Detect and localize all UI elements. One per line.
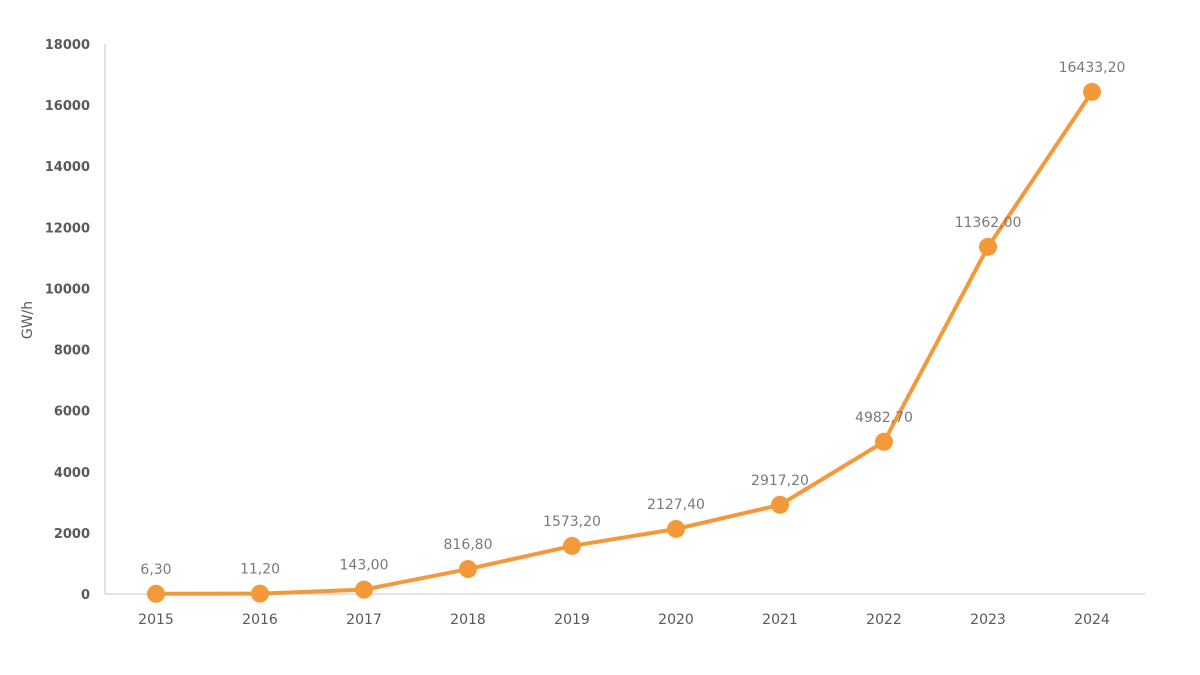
- y-tick-label: 18000: [45, 38, 90, 53]
- y-tick-label: 16000: [45, 99, 90, 114]
- data-label: 6,30: [140, 562, 171, 578]
- x-tick-label: 2023: [970, 612, 1006, 628]
- x-tick-label: 2020: [658, 612, 694, 628]
- x-tick-label: 2022: [866, 612, 902, 628]
- data-label: 2127,40: [647, 497, 705, 513]
- y-axis-title: GW/h: [20, 301, 36, 339]
- y-tick-label: 6000: [54, 405, 90, 420]
- y-tick-label: 0: [81, 588, 90, 603]
- y-tick-label: 10000: [45, 282, 90, 297]
- y-tick-label: 8000: [54, 344, 90, 359]
- data-point-marker: [355, 580, 373, 599]
- x-tick-label: 2019: [554, 612, 590, 628]
- data-point-marker: [563, 536, 581, 555]
- data-point-marker: [1083, 82, 1101, 101]
- x-tick-label: 2021: [762, 612, 798, 628]
- y-axis: 0 2000 4000 6000 8000 10000 12000 14000 16000 180…: [45, 38, 106, 603]
- data-label: 2917,20: [751, 473, 809, 489]
- data-point-marker: [251, 584, 269, 603]
- data-labels: 6,30 11,20 143,00 816,80 1573,20 2127,40 2917,…: [140, 60, 1125, 578]
- data-label: 816,80: [444, 537, 493, 553]
- data-point-marker: [875, 432, 893, 451]
- x-tick-label: 2024: [1074, 612, 1110, 628]
- y-tick-label: 4000: [54, 466, 90, 481]
- data-point-marker: [771, 495, 789, 514]
- data-label: 11362,00: [955, 215, 1022, 231]
- data-label: 11,20: [240, 562, 280, 578]
- data-label: 1573,20: [543, 514, 601, 530]
- y-tick-label: 2000: [54, 527, 90, 542]
- data-label: 16433,20: [1059, 60, 1126, 76]
- data-label: 4982,70: [855, 410, 913, 426]
- data-point-marker: [667, 519, 685, 538]
- x-tick-label: 2016: [242, 612, 278, 628]
- data-point-marker: [147, 584, 165, 603]
- series-path: [155, 90, 1094, 596]
- x-tick-label: 2015: [138, 612, 174, 628]
- data-point-marker: [459, 560, 477, 579]
- y-tick-label: 12000: [45, 221, 90, 236]
- x-tick-label: 2017: [346, 612, 382, 628]
- data-point-marker: [979, 237, 997, 256]
- x-tick-label: 2018: [450, 612, 486, 628]
- series-line: [147, 82, 1101, 603]
- data-label: 143,00: [340, 558, 389, 574]
- y-tick-label: 14000: [45, 160, 90, 175]
